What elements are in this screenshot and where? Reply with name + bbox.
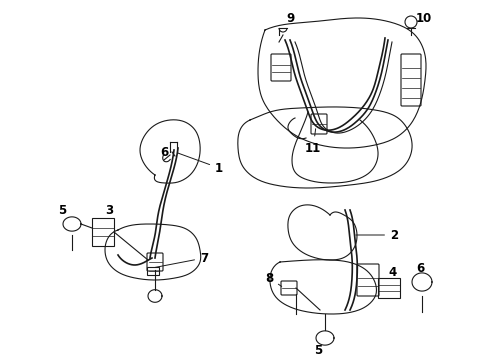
Text: 6: 6 [160,145,168,158]
Text: 10: 10 [416,12,432,24]
Text: 4: 4 [388,266,396,279]
Text: 2: 2 [356,229,398,242]
Text: 6: 6 [416,261,424,274]
Text: 5: 5 [58,203,66,216]
Text: 11: 11 [305,129,321,154]
Text: 8: 8 [265,271,282,287]
Text: 7: 7 [155,252,208,267]
Text: 1: 1 [177,153,223,175]
Text: 5: 5 [314,343,322,356]
Text: 3: 3 [105,203,113,216]
Text: 9: 9 [286,12,294,24]
Bar [147,267,159,275]
